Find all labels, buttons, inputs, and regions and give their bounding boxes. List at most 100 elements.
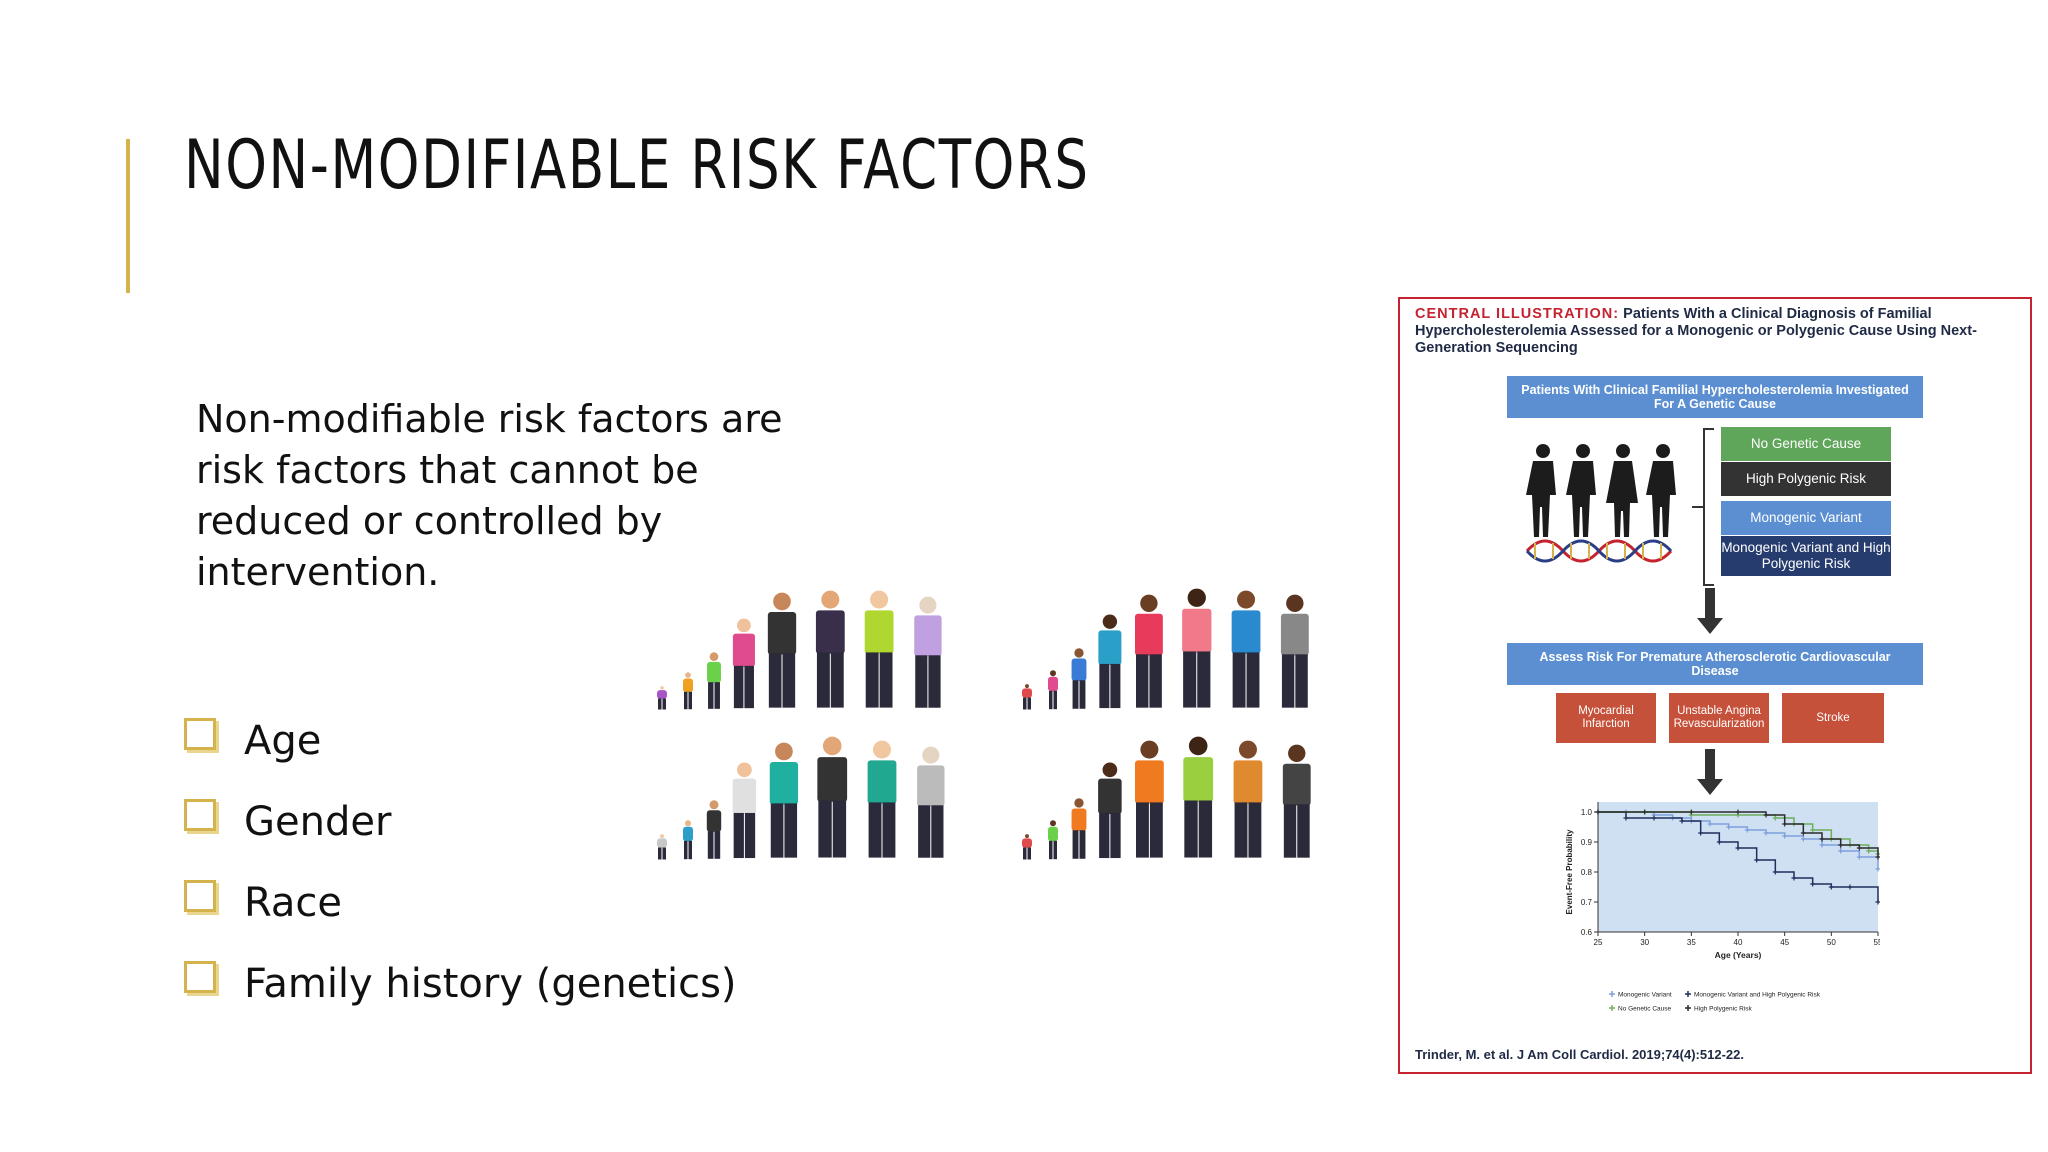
bullet-label: Gender	[244, 798, 392, 845]
person-figure	[769, 742, 799, 858]
person-figure	[732, 762, 757, 859]
y-tick-label: 0.9	[1581, 838, 1593, 847]
x-tick-label: 25	[1594, 938, 1603, 947]
censor-mark	[1754, 857, 1760, 863]
diverse-people-illustration	[657, 588, 1311, 860]
x-tick-label: 55	[1874, 938, 1880, 947]
outcome-myocardial-infarction: Myocardial Infarction	[1556, 693, 1656, 743]
slide-title: NON-MODIFIABLE RISK FACTORS	[184, 126, 1090, 205]
person-figure	[683, 820, 693, 860]
censor-mark	[1819, 836, 1825, 842]
patients-box: Patients With Clinical Familial Hypercho…	[1507, 376, 1923, 418]
legend-swatch	[1609, 1005, 1615, 1011]
censor-mark	[1819, 842, 1825, 848]
censor-mark	[1847, 884, 1853, 890]
bullet-label: Family history (genetics)	[244, 960, 737, 1007]
checkbox-icon	[184, 798, 216, 831]
kaplan-meier-chart: 0.6 0.7 0.8 0.9 1.0 25 30 35 40 45 50 55 Age (Years)…	[1565, 802, 1880, 1013]
assess-risk-box: Assess Risk For Premature Atheroscleroti…	[1507, 643, 1923, 685]
y-tick-label: 0.8	[1581, 868, 1593, 877]
central-illustration-figure: CENTRAL ILLUSTRATION: Patients With a Cl…	[1398, 297, 2032, 1074]
person-figure	[1071, 648, 1087, 709]
censor-mark	[1698, 830, 1704, 836]
bullet-label: Race	[244, 879, 343, 926]
legend-label: High Polygenic Risk	[1694, 1006, 1753, 1013]
caption-label: CENTRAL ILLUSTRATION:	[1415, 306, 1620, 322]
checkbox-icon	[184, 717, 216, 750]
x-tick-label: 30	[1640, 938, 1649, 947]
censor-mark	[1651, 815, 1657, 821]
figure-reference: Trinder, M. et al. J Am Coll Cardiol. 20…	[1415, 1047, 1744, 1062]
censor-mark	[1735, 845, 1741, 851]
y-tick-label: 0.7	[1581, 898, 1593, 907]
censor-mark	[1856, 845, 1862, 851]
censor-mark	[1828, 884, 1834, 890]
censor-mark	[1726, 824, 1732, 830]
figure-caption: CENTRAL ILLUSTRATION: Patients With a Cl…	[1415, 306, 2015, 357]
x-tick-label: 50	[1827, 938, 1836, 947]
censor-mark	[1800, 836, 1806, 842]
person-figure	[1022, 684, 1032, 710]
x-tick-label: 45	[1780, 938, 1789, 947]
y-axis-label: Event-Free Probability	[1565, 829, 1574, 914]
risk-factor-list: Age Gender Race Family history (genetics…	[184, 700, 737, 1024]
person-figure	[1280, 594, 1309, 708]
person-figure	[707, 652, 721, 709]
y-tick-label: 0.6	[1581, 928, 1593, 937]
caption-text: Patients With a Clinical Diagnosis of Fa…	[1415, 306, 1977, 356]
legend-label: Monogenic Variant	[1618, 992, 1672, 999]
censor-mark	[1875, 854, 1880, 860]
legend-label: No Genetic Cause	[1618, 1006, 1671, 1013]
censor-mark	[1810, 881, 1816, 887]
legend-swatch	[1685, 991, 1691, 997]
censor-mark	[1623, 815, 1629, 821]
censor-mark	[1763, 830, 1769, 836]
person-figure	[1098, 614, 1122, 709]
censor-mark	[1782, 821, 1788, 827]
outcome-unstable-angina: Unstable Angina Revascularization	[1669, 693, 1769, 743]
censor-mark	[1838, 842, 1844, 848]
censor-mark	[1763, 812, 1769, 818]
censor-mark	[1856, 854, 1862, 860]
censor-mark	[1772, 869, 1778, 875]
person-figure	[767, 592, 797, 708]
person-figure	[683, 672, 693, 710]
person-figure	[732, 618, 755, 709]
person-figure	[1135, 594, 1163, 708]
legend-swatch	[1685, 1005, 1691, 1011]
person-figure	[914, 596, 942, 708]
censor-mark	[1642, 809, 1648, 815]
person-figure	[1022, 834, 1032, 860]
person-figure	[1071, 798, 1087, 859]
x-axis-label: Age (Years)	[1715, 950, 1762, 960]
person-figure	[1098, 762, 1122, 859]
checkbox-icon	[184, 960, 216, 993]
censor-mark	[1679, 818, 1685, 824]
down-arrow-icon	[1697, 588, 1723, 634]
intro-paragraph: Non-modifiable risk factors are risk fac…	[196, 397, 783, 594]
censor-mark	[1744, 827, 1750, 833]
outcome-stroke: Stroke	[1782, 693, 1884, 743]
censor-mark	[1791, 875, 1797, 881]
bullet-age: Age	[184, 700, 737, 781]
censor-mark	[1875, 866, 1880, 872]
person-figure	[815, 590, 845, 708]
censor-mark	[1772, 815, 1778, 821]
bullet-family-history: Family history (genetics)	[184, 943, 737, 1024]
person-figure	[867, 740, 897, 858]
bullet-gender: Gender	[184, 781, 737, 862]
person-figure	[1135, 740, 1164, 858]
bullet-race: Race	[184, 862, 737, 943]
person-figure	[1048, 820, 1058, 860]
person-figure	[1048, 670, 1058, 710]
bullet-label: Age	[244, 717, 322, 764]
censor-mark	[1782, 833, 1788, 839]
censor-mark	[1716, 839, 1722, 845]
censor-mark	[1595, 809, 1601, 815]
person-figure	[1233, 740, 1263, 858]
person-figure	[917, 746, 945, 858]
censor-mark	[1735, 809, 1741, 815]
person-figure	[1182, 588, 1212, 708]
bracket-icon	[1692, 428, 1714, 586]
censor-mark	[1800, 830, 1806, 836]
